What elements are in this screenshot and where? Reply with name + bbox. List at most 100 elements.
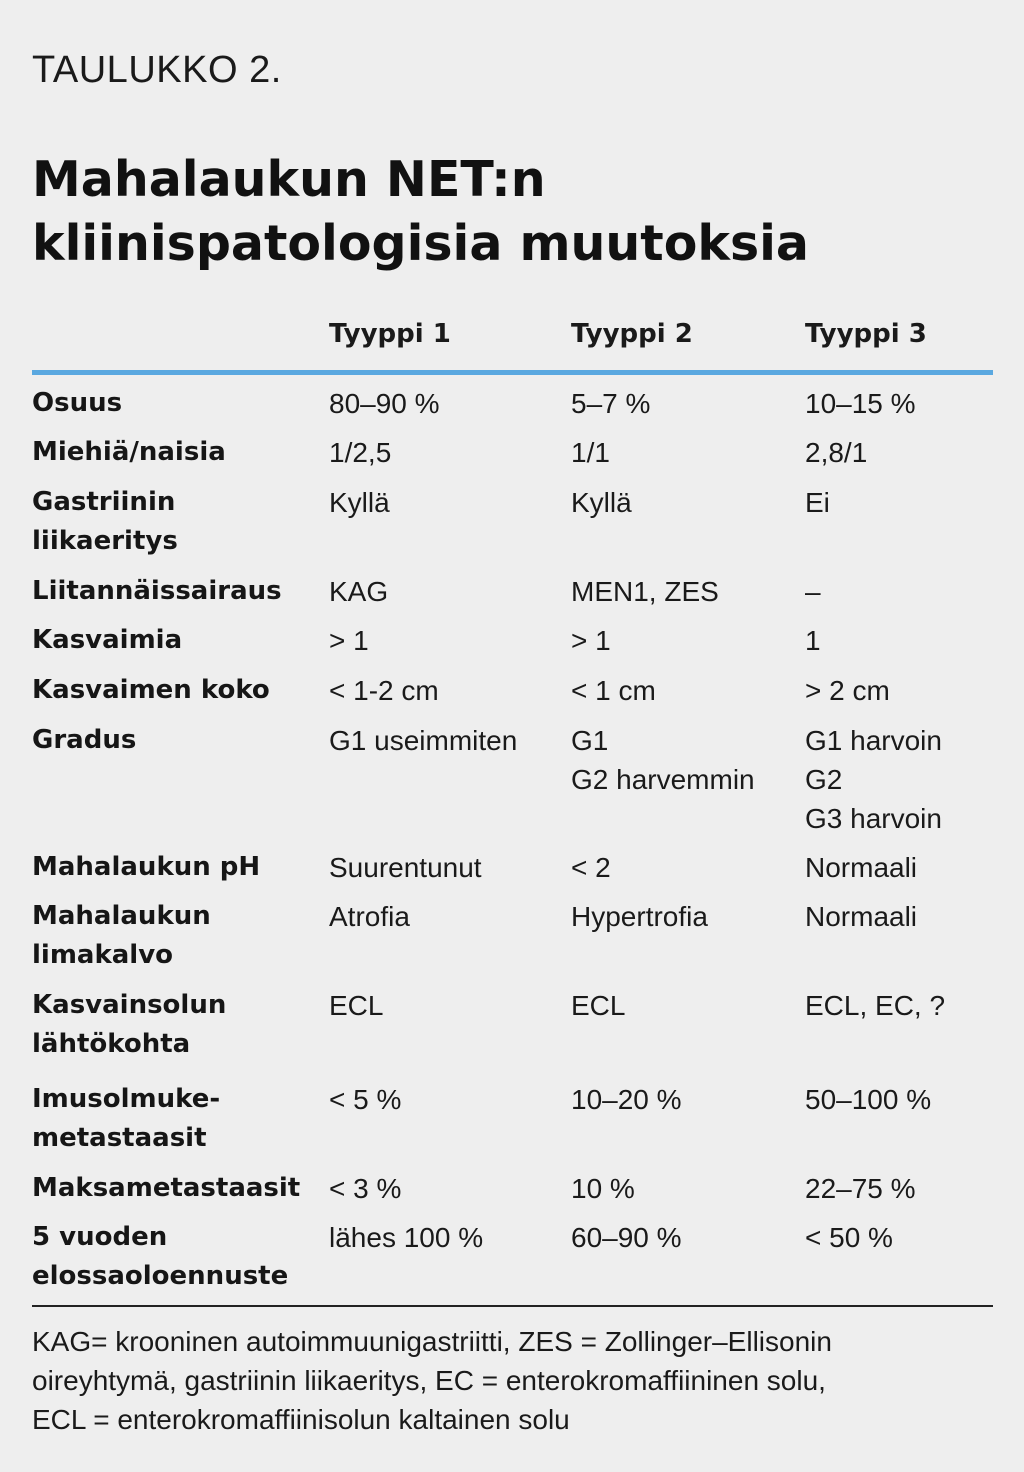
table-cell: < 3 %: [329, 1169, 401, 1208]
table-title-line-2: kliinispatologisia muutoksia: [32, 215, 809, 272]
cell-text-line: Atrofia: [329, 901, 410, 932]
cell-text-line: < 2: [571, 852, 611, 883]
table-cell: ECL: [329, 986, 383, 1025]
cell-text-line: < 3 %: [329, 1173, 402, 1204]
table-cell: G1 G2 harvemmin: [571, 721, 755, 799]
cell-text-line: G1: [571, 725, 609, 756]
cell-text-line: 80–90 %: [329, 388, 440, 419]
table-cell: Kyllä: [571, 483, 632, 522]
row-label: Imusolmuke-metastaasit: [32, 1080, 220, 1158]
table-cell: Normaali: [805, 897, 917, 936]
row-label: Mahalaukun pH: [32, 848, 260, 887]
cell-text-line: Hypertrofia: [571, 901, 708, 932]
cell-text-line: liikaeritys: [32, 526, 178, 556]
row-label: Osuus: [32, 384, 122, 423]
cell-text-line: 1/2,5: [329, 437, 392, 468]
cell-text-line: > 1: [329, 625, 369, 656]
table-cell: MEN1, ZES: [571, 572, 719, 611]
table-cell: Hypertrofia: [571, 897, 708, 936]
cell-text-line: 1/1: [571, 437, 610, 468]
table-cell: Kyllä: [329, 483, 390, 522]
cell-text-line: Mahalaukun pH: [32, 852, 261, 882]
table-cell: > 2 cm: [805, 671, 890, 710]
header-accent-rule: [32, 370, 993, 375]
table-footnote: KAG= krooninen autoimmuunigastriitti, ZE…: [32, 1322, 993, 1439]
cell-text-line: G2 harvemmin: [571, 764, 755, 795]
cell-text-line: > 1: [571, 625, 611, 656]
cell-text-line: Mahalaukun: [32, 901, 211, 931]
row-label: Kasvaimen koko: [32, 671, 270, 710]
cell-text-line: 10–20 %: [571, 1084, 682, 1115]
cell-text-line: Miehiä/naisia: [32, 437, 226, 467]
table-cell: 1/1: [571, 433, 610, 472]
cell-text-line: Osuus: [32, 388, 123, 418]
table-cell: –: [805, 572, 821, 611]
table-cell: > 1: [329, 621, 369, 660]
footnote-line-3: ECL = enterokromaffiinisolun kaltainen s…: [32, 1404, 570, 1435]
table-cell: Atrofia: [329, 897, 410, 936]
cell-text-line: G1 useimmiten: [329, 725, 518, 756]
row-label: Kasvainsolun lähtökohta: [32, 986, 226, 1064]
footnote-line-1: KAG= krooninen autoimmuunigastriitti, ZE…: [32, 1326, 832, 1357]
cell-text-line: 10–15 %: [805, 388, 916, 419]
cell-text-line: Kyllä: [571, 487, 632, 518]
row-label: Liitannäissairaus: [32, 572, 282, 611]
table-cell: > 1: [571, 621, 611, 660]
table-cell: 10–15 %: [805, 384, 916, 423]
column-header-tyyppi-1: Tyyppi 1: [329, 319, 451, 349]
cell-text-line: Kyllä: [329, 487, 390, 518]
footnote-line-2: oireyhtymä, gastriinin liikaeritys, EC =…: [32, 1365, 826, 1396]
table-cell: < 5 %: [329, 1080, 401, 1119]
table-cell: lähes 100 %: [329, 1218, 483, 1257]
row-label: Mahalaukun limakalvo: [32, 897, 211, 975]
cell-text-line: Suurentunut: [329, 852, 482, 883]
row-label: Gradus: [32, 721, 136, 760]
table-cell: 5–7 %: [571, 384, 650, 423]
table-cell: ECL, EC, ?: [805, 986, 945, 1025]
table-cell: Suurentunut: [329, 848, 482, 887]
cell-text-line: lähes 100 %: [329, 1222, 484, 1253]
cell-text-line: Gastriinin: [32, 487, 176, 517]
table-cell: Normaali: [805, 848, 917, 887]
column-header-tyyppi-3: Tyyppi 3: [805, 319, 927, 349]
table-cell: 50–100 %: [805, 1080, 931, 1119]
cell-text-line: G3 harvoin: [805, 803, 942, 834]
table-cell: ECL: [571, 986, 625, 1025]
cell-text-line: 10 %: [571, 1173, 635, 1204]
cell-text-line: Ei: [805, 487, 830, 518]
table-cell: 10 %: [571, 1169, 635, 1208]
cell-text-line: lähtökohta: [32, 1029, 191, 1059]
cell-text-line: Kasvaimia: [32, 625, 183, 655]
cell-text-line: 2,8/1: [805, 437, 868, 468]
row-label: Maksametastaasit: [32, 1169, 300, 1208]
row-label: 5 vuoden elossaoloennuste: [32, 1218, 288, 1296]
cell-text-line: > 2 cm: [805, 675, 890, 706]
cell-text-line: < 1-2 cm: [329, 675, 439, 706]
cell-text-line: 5–7 %: [571, 388, 651, 419]
cell-text-line: 5 vuoden: [32, 1222, 168, 1252]
cell-text-line: limakalvo: [32, 940, 174, 970]
table-number-label: TAULUKKO 2.: [32, 49, 282, 91]
table-cell: < 1-2 cm: [329, 671, 439, 710]
table-cell: 1: [805, 621, 821, 660]
table-title-line-1: Mahalaukun NET:n: [32, 151, 546, 208]
cell-text-line: 60–90 %: [571, 1222, 682, 1253]
table-cell: < 50 %: [805, 1218, 893, 1257]
cell-text-line: G2: [805, 764, 843, 795]
cell-text-line: Normaali: [805, 852, 918, 883]
cell-text-line: ECL, EC, ?: [805, 990, 946, 1021]
cell-text-line: < 50 %: [805, 1222, 893, 1253]
table-title: Mahalaukun NET:n kliinispatologisia muut…: [32, 148, 809, 276]
column-header-tyyppi-2: Tyyppi 2: [571, 319, 693, 349]
table-cell: < 2: [571, 848, 611, 887]
cell-text-line: elossaoloennuste: [32, 1261, 289, 1291]
cell-text-line: < 1 cm: [571, 675, 656, 706]
table-cell: G1 useimmiten: [329, 721, 517, 760]
cell-text-line: 22–75 %: [805, 1173, 916, 1204]
table-cell: KAG: [329, 572, 388, 611]
table-cell: 80–90 %: [329, 384, 440, 423]
table-bottom-rule: [32, 1305, 993, 1307]
cell-text-line: –: [805, 576, 821, 607]
cell-text-line: Liitannäissairaus: [32, 576, 282, 606]
row-label: Kasvaimia: [32, 621, 182, 660]
